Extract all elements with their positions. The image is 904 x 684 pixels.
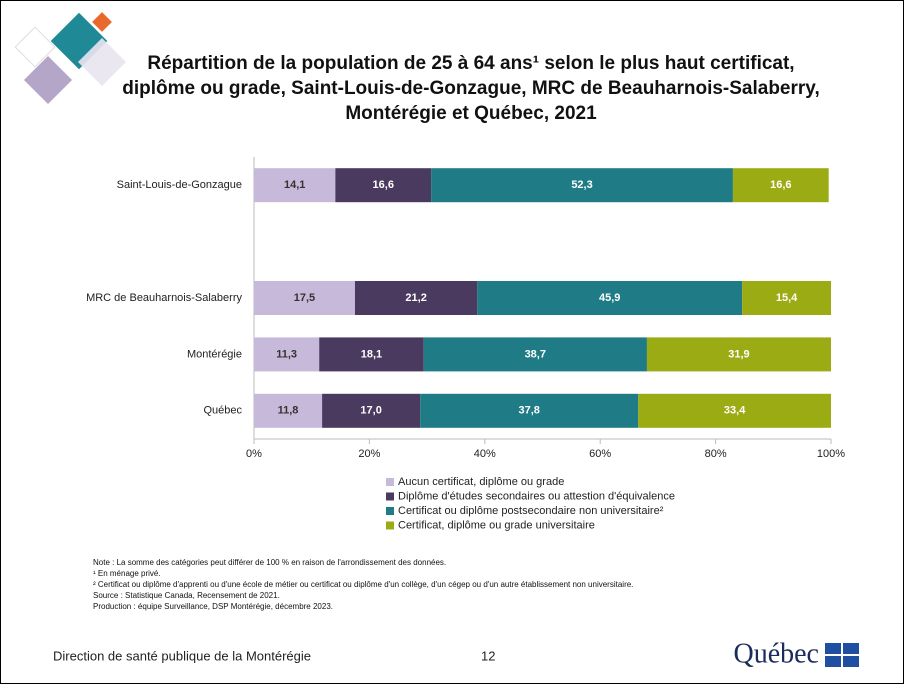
data-label: 11,3 — [276, 348, 297, 360]
decoration — [15, 12, 126, 104]
legend-swatch — [386, 507, 394, 515]
data-label: 14,1 — [284, 179, 305, 191]
data-label: 38,7 — [525, 348, 546, 360]
data-label: 37,8 — [519, 405, 540, 417]
legend-swatch — [386, 493, 394, 501]
data-label: 18,1 — [361, 348, 382, 360]
note: Production : équipe Surveillance, DSP Mo… — [93, 602, 333, 611]
note: Source : Statistique Canada, Recensement… — [93, 591, 280, 600]
note: ² Certificat ou diplôme d'apprenti ou d'… — [93, 580, 633, 589]
chart-title: Répartition de la population de 25 à 64 … — [111, 51, 831, 126]
footer-text: Direction de santé publique de la Montér… — [53, 648, 311, 663]
data-label: 16,6 — [770, 179, 791, 191]
logo-flag — [825, 643, 859, 667]
legend-label: Diplôme d'études secondaires ou attestio… — [398, 490, 675, 502]
note: Note : La somme des catégories peut diff… — [93, 558, 446, 567]
x-tick-label: 100% — [817, 448, 845, 460]
logo: Québec — [733, 638, 819, 669]
legend-swatch — [386, 522, 394, 530]
note: ¹ En ménage privé. — [93, 569, 161, 578]
legend-label: Certificat ou diplôme postsecondaire non… — [398, 505, 664, 517]
x-tick-label: 80% — [705, 448, 727, 460]
data-label: 31,9 — [728, 348, 749, 360]
legend-label: Aucun certificat, diplôme ou grade — [398, 476, 564, 488]
y-tick-label: Québec — [203, 405, 242, 417]
y-tick-label: Montérégie — [187, 348, 242, 360]
data-label: 52,3 — [571, 179, 592, 191]
slide: Québec Direction de santé publique de la… — [0, 0, 904, 684]
x-tick-label: 20% — [358, 448, 380, 460]
data-label: 21,2 — [405, 292, 426, 304]
data-label: 45,9 — [599, 292, 620, 304]
data-label: 15,4 — [776, 292, 798, 304]
y-tick-label: Saint-Louis-de-Gonzague — [117, 179, 242, 191]
legend-label: Certificat, diplôme ou grade universitai… — [398, 519, 595, 531]
data-label: 17,0 — [360, 405, 381, 417]
x-tick-label: 40% — [474, 448, 496, 460]
data-label: 33,4 — [724, 405, 746, 417]
data-label: 11,8 — [278, 405, 299, 417]
data-label: 17,5 — [294, 292, 315, 304]
x-tick-label: 0% — [246, 448, 262, 460]
data-label: 16,6 — [373, 179, 394, 191]
x-tick-label: 60% — [589, 448, 611, 460]
legend-swatch — [386, 478, 394, 486]
y-tick-label: MRC de Beauharnois-Salaberry — [86, 292, 242, 304]
page-number: 12 — [481, 648, 495, 663]
